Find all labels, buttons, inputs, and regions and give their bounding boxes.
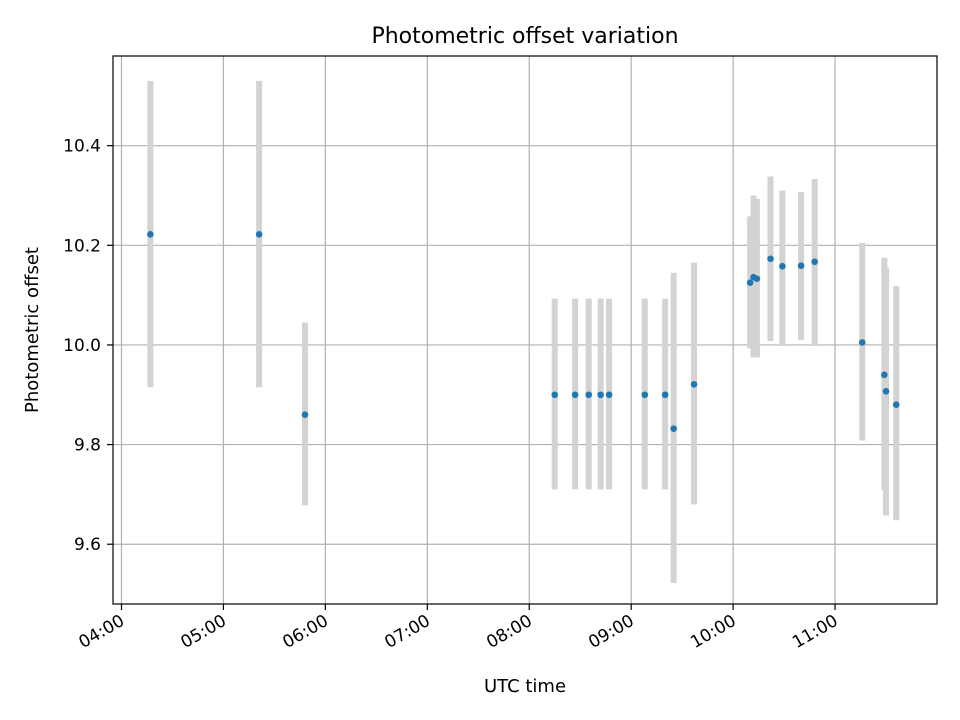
data-point	[779, 262, 786, 270]
data-point	[605, 391, 613, 399]
data-points	[147, 231, 900, 432]
x-axis-label: UTC time	[484, 676, 566, 697]
x-tick-label: 05:00	[177, 611, 229, 653]
y-tick-label: 9.8	[74, 436, 101, 456]
data-point	[690, 381, 698, 388]
y-tick-label: 9.6	[74, 535, 101, 555]
data-point	[585, 391, 593, 399]
x-tick-label: 10:00	[687, 611, 739, 653]
grid	[113, 56, 937, 604]
data-point	[767, 255, 774, 263]
data-point	[892, 401, 900, 409]
y-axis-label: Photometric offset	[22, 247, 43, 413]
data-point	[670, 425, 677, 432]
x-tick-label: 06:00	[279, 611, 331, 653]
data-point	[147, 231, 154, 238]
data-point	[255, 231, 263, 238]
y-tick-label: 10.4	[63, 137, 101, 157]
data-point	[753, 275, 761, 282]
data-point	[746, 279, 754, 286]
x-tick-label: 08:00	[483, 611, 535, 653]
chart-title: Photometric offset variation	[371, 24, 678, 49]
data-point	[881, 371, 888, 379]
x-tick-label: 04:00	[76, 611, 128, 653]
data-point	[661, 391, 669, 399]
data-point	[797, 262, 805, 270]
x-tick-label: 11:00	[789, 611, 841, 653]
x-axis-ticks: 04:00 05:00 06:00 07:00 08:00 09:00 10:00 11:00	[76, 604, 842, 653]
data-point	[811, 258, 818, 266]
data-point	[301, 411, 309, 418]
data-point	[882, 387, 890, 395]
x-tick-label: 09:00	[585, 611, 637, 653]
y-axis-ticks: 9.6 9.8 10.0 10.2 10.4	[63, 137, 113, 555]
error-bars	[147, 80, 900, 584]
data-point	[551, 391, 559, 399]
x-tick-label: 07:00	[381, 611, 433, 653]
y-tick-label: 10.2	[63, 236, 101, 256]
data-point	[597, 391, 604, 399]
plot-frame	[112, 55, 938, 605]
data-point	[571, 391, 579, 399]
y-tick-label: 10.0	[63, 336, 101, 356]
data-point	[858, 339, 866, 346]
data-point	[641, 391, 649, 399]
